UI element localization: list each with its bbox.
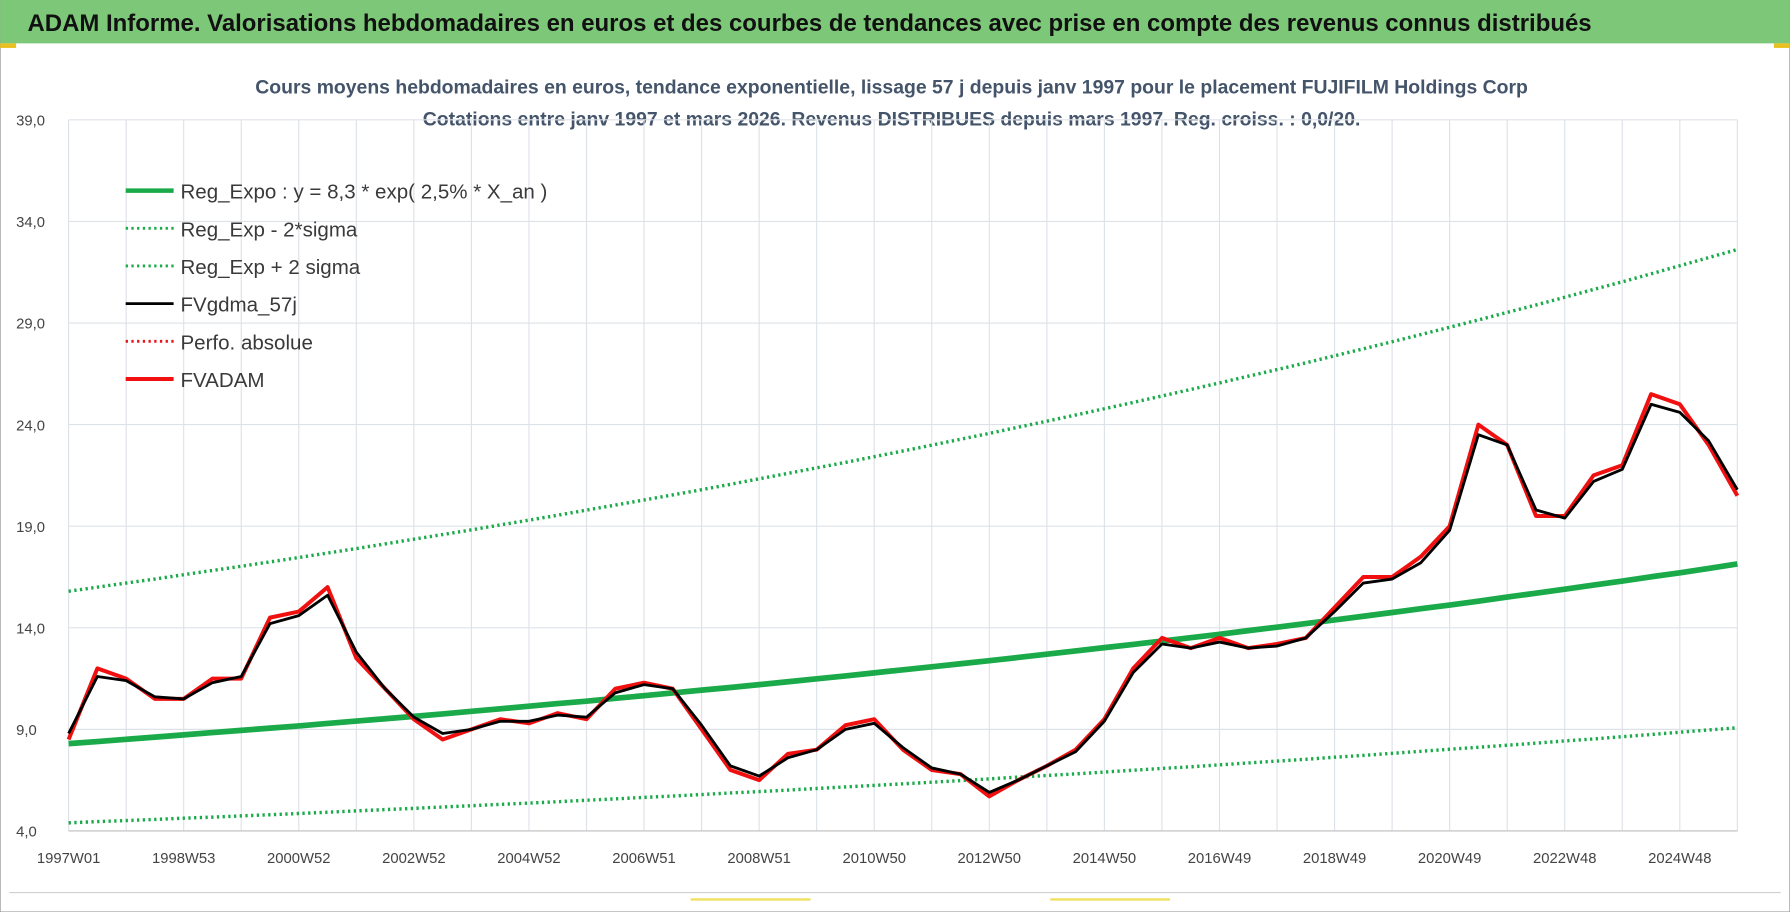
x-tick-label: 2024W48 [1648, 851, 1711, 867]
series-line [68, 561, 1738, 747]
y-tick-label: 14,0 [16, 621, 45, 637]
y-tick-label: 34,0 [16, 215, 45, 231]
y-tick-label: 19,0 [16, 520, 45, 536]
corner-mark [0, 43, 17, 48]
legend-label: Perfo. absolue [180, 331, 312, 354]
x-tick-label: 1997W01 [37, 851, 100, 867]
legend-label: FVgdma_57j [180, 294, 296, 317]
y-tick-label: 29,0 [16, 317, 45, 333]
header-bar [0, 0, 1790, 44]
legend-label: FVADAM [180, 369, 264, 392]
legend-label: Reg_Expo : y = 8,3 * exp( 2,5% * X_an ) [180, 181, 547, 204]
legend-label: Reg_Exp + 2 sigma [180, 256, 360, 279]
x-tick-label: 2002W52 [382, 851, 445, 867]
y-tick-label: 39,0 [16, 114, 45, 130]
series-line [68, 726, 1738, 825]
y-tick-label: 9,0 [16, 723, 37, 739]
x-tick-label: 2022W48 [1533, 851, 1596, 867]
y-tick-label: 4,0 [16, 825, 37, 841]
x-tick-label: 2016W49 [1188, 851, 1251, 867]
x-tick-label: 2006W51 [612, 851, 675, 867]
x-tick-label: 2004W52 [497, 851, 560, 867]
x-tick-label: 2020W49 [1418, 851, 1481, 867]
x-tick-label: 2010W50 [842, 851, 905, 867]
legend-label: Reg_Exp - 2*sigma [180, 218, 357, 241]
header-title: ADAM Informe. Valorisations hebdomadaire… [28, 10, 1592, 37]
corner-mark [1773, 43, 1790, 48]
x-tick-label: 2012W50 [958, 851, 1021, 867]
x-tick-label: 2014W50 [1073, 851, 1136, 867]
x-tick-label: 1998W53 [152, 851, 215, 867]
chart-title: Cours moyens hebdomadaires en euros, ten… [255, 77, 1528, 99]
series-line [67, 402, 1739, 794]
x-tick-label: 2018W49 [1303, 851, 1366, 867]
x-tick-label: 2008W51 [727, 851, 790, 867]
x-tick-label: 2000W52 [267, 851, 330, 867]
y-tick-label: 24,0 [16, 418, 45, 434]
series-line [68, 247, 1738, 593]
